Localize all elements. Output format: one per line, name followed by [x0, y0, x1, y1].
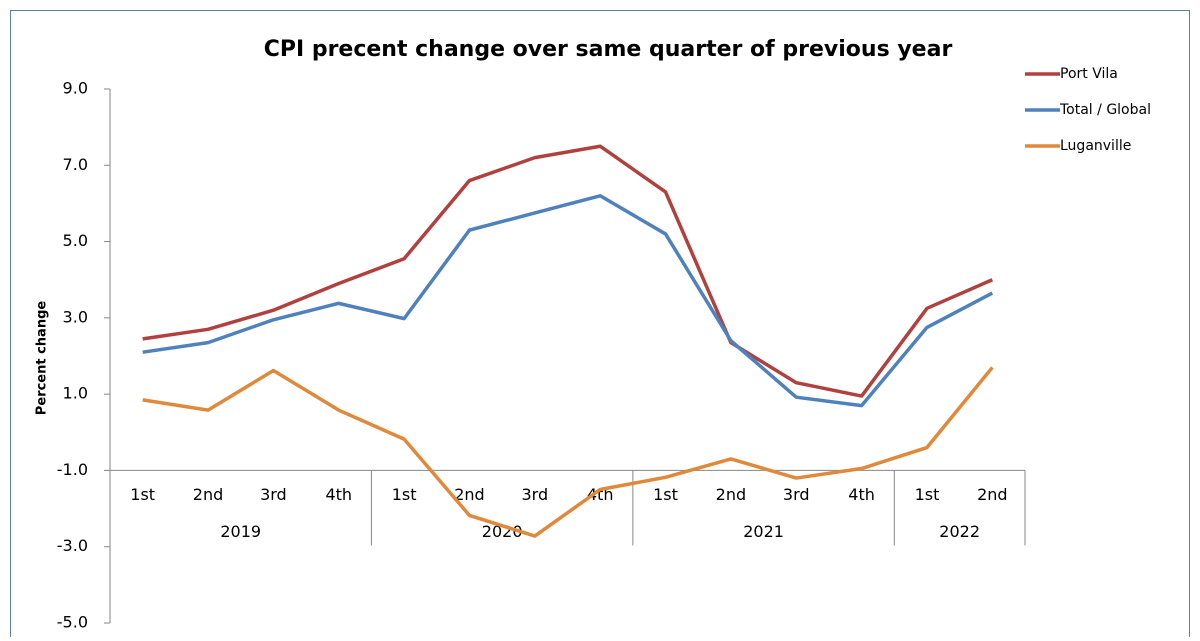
x-tick-label: 2nd: [716, 485, 746, 504]
x-tick-label: 3rd: [522, 485, 549, 504]
y-tick-label: 5.0: [63, 231, 88, 250]
x-tick-label: 1st: [392, 485, 417, 504]
x-tick-label: 1st: [130, 485, 155, 504]
legend-label: Luganville: [1060, 138, 1131, 154]
y-tick-label: -1.0: [57, 460, 88, 479]
series-line: [142, 194, 994, 408]
y-tick-label: 7.0: [63, 155, 88, 174]
legend-label: Total / Global: [1059, 102, 1151, 118]
y-tick-label: -3.0: [57, 536, 88, 555]
chart-title: CPI precent change over same quarter of …: [264, 37, 953, 62]
series-line: [142, 144, 994, 398]
chart-frame: [10, 10, 1190, 641]
x-tick-label: 1st: [915, 485, 940, 504]
x-tick-label: 3rd: [783, 485, 810, 504]
x-tick-label: 3rd: [260, 485, 287, 504]
group-label: 2019: [220, 522, 261, 541]
y-tick-label: -5.0: [57, 613, 88, 632]
group-label: 2021: [743, 522, 784, 541]
x-tick-label: 4th: [848, 485, 875, 504]
series-line: [142, 366, 994, 538]
group-label: 2020: [482, 522, 523, 541]
group-label: 2022: [939, 522, 980, 541]
y-axis-label: Percent change: [35, 301, 50, 416]
x-tick-label: 2nd: [193, 485, 223, 504]
y-tick-label: 3.0: [63, 307, 88, 326]
y-tick-label: 9.0: [63, 79, 88, 98]
x-tick-label: 4th: [325, 485, 352, 504]
y-tick-label: 1.0: [63, 384, 88, 403]
legend-label: Port Vila: [1060, 66, 1118, 82]
x-tick-label: 2nd: [454, 485, 484, 504]
x-tick-label: 1st: [653, 485, 678, 504]
x-tick-label: 2nd: [977, 485, 1007, 504]
